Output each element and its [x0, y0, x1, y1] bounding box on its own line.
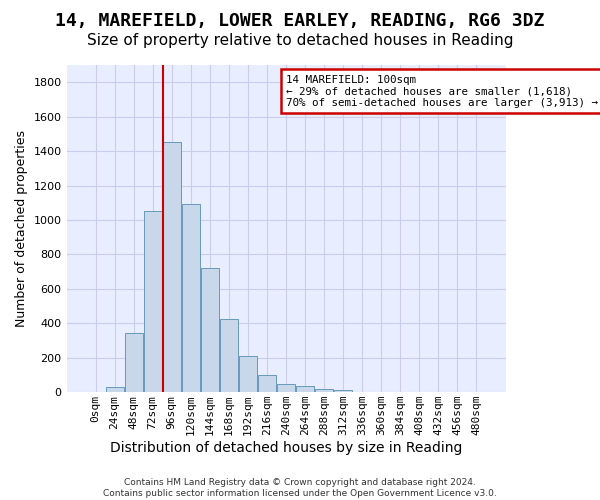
Bar	[220, 319, 238, 392]
Text: Contains HM Land Registry data © Crown copyright and database right 2024.
Contai: Contains HM Land Registry data © Crown c…	[103, 478, 497, 498]
Text: 14 MAREFIELD: 100sqm
← 29% of detached houses are smaller (1,618)
70% of semi-de: 14 MAREFIELD: 100sqm ← 29% of detached h…	[286, 75, 598, 108]
Bar	[239, 356, 257, 392]
Bar	[106, 387, 124, 392]
Bar	[258, 375, 276, 392]
Bar	[182, 204, 200, 392]
Bar	[334, 390, 352, 392]
Text: Size of property relative to detached houses in Reading: Size of property relative to detached ho…	[87, 32, 513, 48]
Bar	[277, 384, 295, 392]
Bar	[201, 268, 219, 392]
X-axis label: Distribution of detached houses by size in Reading: Distribution of detached houses by size …	[110, 441, 462, 455]
Bar	[163, 142, 181, 392]
Bar	[125, 333, 143, 392]
Text: 14, MAREFIELD, LOWER EARLEY, READING, RG6 3DZ: 14, MAREFIELD, LOWER EARLEY, READING, RG…	[55, 12, 545, 30]
Y-axis label: Number of detached properties: Number of detached properties	[15, 130, 28, 327]
Bar	[143, 212, 162, 392]
Bar	[315, 388, 333, 392]
Bar	[296, 386, 314, 392]
